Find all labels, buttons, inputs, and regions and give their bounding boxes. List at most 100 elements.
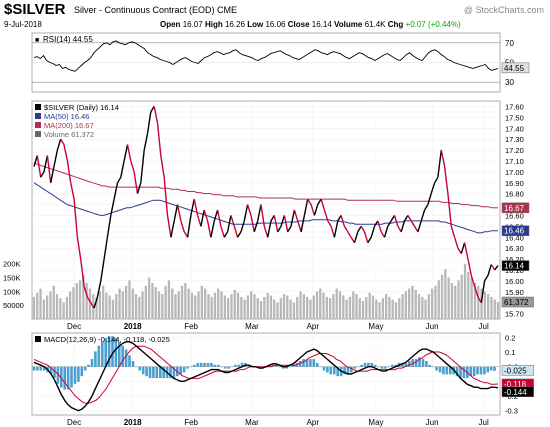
chg-label: Chg <box>387 20 404 29</box>
volume-bar-2 <box>39 288 42 319</box>
brand-watermark[interactable]: @ StockCharts.com <box>463 5 544 15</box>
macd-histogram-bar-46 <box>189 366 193 368</box>
quote-summary: Open 16.07 High 16.26 Low 16.06 Close 16… <box>160 20 461 29</box>
volume-bar-30 <box>131 288 134 319</box>
price-segment-86 <box>317 198 322 205</box>
macd-histogram-bar-49 <box>199 362 203 367</box>
price-segment-70 <box>263 226 269 238</box>
macd-histogram-bar-11 <box>70 366 73 388</box>
macd-histogram-bar-60 <box>237 364 240 367</box>
price-segment-115 <box>413 225 419 233</box>
macd-histogram-bar-114 <box>421 359 425 367</box>
macd-histogram-bar-1 <box>36 366 39 371</box>
price-segment-57 <box>220 226 225 238</box>
price-segment-65 <box>246 204 252 216</box>
price-segment-93 <box>340 215 346 227</box>
macd-histogram-bar-45 <box>186 366 189 369</box>
price-segment-119 <box>427 193 432 205</box>
volume-bar-58 <box>223 295 226 319</box>
price-segment-116 <box>417 220 422 233</box>
volume-bar-114 <box>408 288 411 319</box>
volume-bar-7 <box>55 294 59 319</box>
volume-bar-61 <box>233 289 236 319</box>
macd-histogram-bar-30 <box>135 366 138 368</box>
volume-bar-93 <box>338 291 342 319</box>
macd-histogram-bar-34 <box>148 366 152 379</box>
price-segment-6 <box>50 166 55 183</box>
rsi-line <box>33 40 499 72</box>
macd-histogram-bar-104 <box>387 366 391 368</box>
price-segment-58 <box>223 231 229 238</box>
volume-bar-102 <box>368 292 371 319</box>
price-segment-123 <box>440 149 446 167</box>
price-segment-44 <box>176 204 182 222</box>
volume-bar-126 <box>447 277 450 319</box>
price-segment-76 <box>283 215 289 232</box>
price-tick-label-2: 17.40 <box>505 124 524 133</box>
macd-histogram-bar-84 <box>319 366 322 368</box>
price-segment-69 <box>260 204 265 227</box>
price-segment-87 <box>320 198 326 211</box>
macd-x-label-7: Jul <box>479 418 489 427</box>
macd-histogram-bar-40 <box>169 366 172 379</box>
volume-bar-15 <box>82 274 85 319</box>
price-segment-136 <box>484 275 489 282</box>
price-segment-26 <box>116 176 122 184</box>
macd-histogram-bar-97 <box>363 362 367 367</box>
macd-histogram-bar-116 <box>428 364 432 367</box>
ma200-last-value-box <box>501 202 530 214</box>
price-segment-126 <box>450 226 456 238</box>
price-segment-114 <box>410 220 416 227</box>
macd-histogram-bar-121 <box>445 366 449 375</box>
volume-bar-49 <box>194 295 197 319</box>
volume-bar-89 <box>325 296 328 319</box>
price-segment-79 <box>293 209 299 222</box>
volume-bar-42 <box>171 288 174 319</box>
volume-bar-141 <box>496 302 500 319</box>
macd-histogram-bar-55 <box>220 366 223 368</box>
price-segment-99 <box>360 225 366 233</box>
macd-histogram-bar-119 <box>438 366 442 373</box>
volume-bar-36 <box>151 283 154 319</box>
volume-bar-134 <box>473 283 477 319</box>
macd-histogram-bar-71 <box>275 364 278 367</box>
volume-bar-28 <box>125 285 128 319</box>
price-segment-52 <box>203 209 209 222</box>
price-segment-22 <box>103 237 109 260</box>
macd-histogram-bar-88 <box>333 366 336 375</box>
macd-histogram-bar-56 <box>223 366 227 369</box>
price-segment-84 <box>310 204 316 216</box>
price-segment-47 <box>186 215 192 238</box>
price-x-label-7: Jul <box>479 322 489 331</box>
volume-bar-57 <box>220 291 223 319</box>
chg-value: +0.07 (+0.44%) <box>405 20 461 29</box>
volume-bar-52 <box>204 288 207 319</box>
volume-bar-23 <box>108 295 111 319</box>
price-segment-64 <box>243 204 249 222</box>
volume-bar-106 <box>381 298 384 319</box>
price-segment-2 <box>36 155 42 178</box>
macd-histogram-bar-80 <box>305 359 309 367</box>
price-segment-101 <box>367 236 372 244</box>
volume-bar-16 <box>85 283 88 319</box>
price-tick-label-6: 17.00 <box>505 168 524 177</box>
macd-histogram-bar-25 <box>118 341 121 367</box>
volume-bar-50 <box>197 291 200 319</box>
price-segment-19 <box>93 296 99 309</box>
macd-histogram-bar-14 <box>80 366 84 377</box>
macd-histogram-bar-89 <box>336 366 339 377</box>
macd-histogram-bar-86 <box>326 366 329 373</box>
volume-bar-107 <box>385 294 388 319</box>
volume-bar-25 <box>115 294 118 319</box>
macd-histogram-bar-28 <box>128 355 131 367</box>
macd-histogram-bar-53 <box>213 364 217 367</box>
volume-bar-41 <box>167 280 171 319</box>
macd-x-label-2: Feb <box>184 418 198 427</box>
volume-bar-24 <box>111 299 115 319</box>
macd-histogram-bar-117 <box>431 366 435 368</box>
ma200-line <box>33 162 498 209</box>
price-segment-129 <box>460 242 466 254</box>
volume-bar-20 <box>98 291 101 319</box>
volume-bar-84 <box>309 299 312 319</box>
volume-bar-63 <box>240 296 243 319</box>
